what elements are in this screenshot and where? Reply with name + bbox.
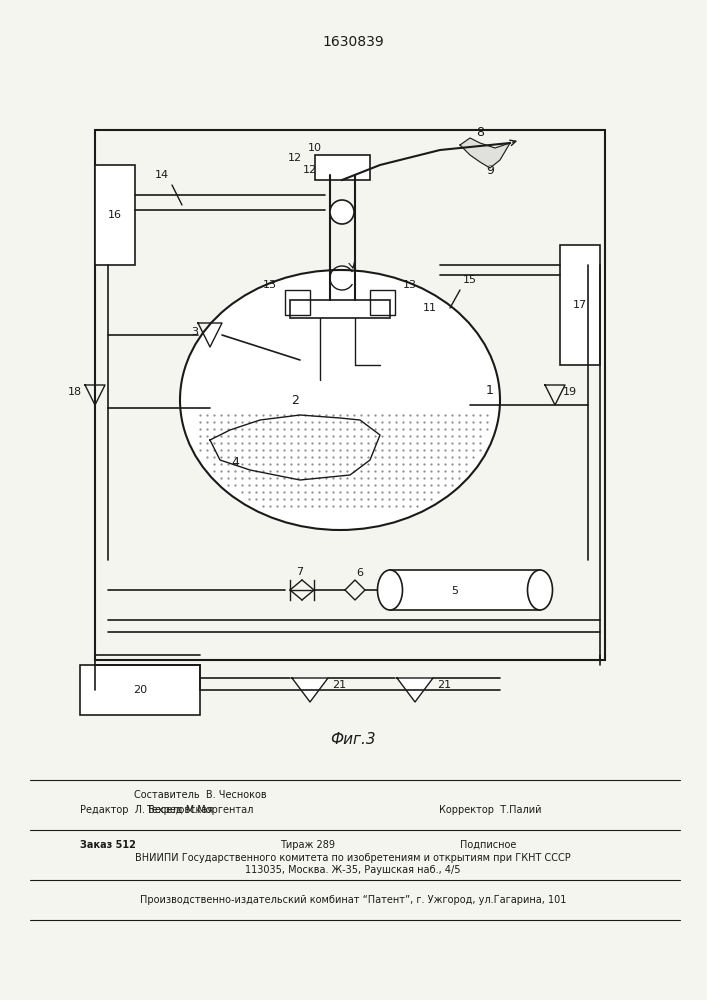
Text: 19: 19 bbox=[563, 387, 577, 397]
Text: 6: 6 bbox=[356, 568, 363, 578]
Text: 17: 17 bbox=[573, 300, 587, 310]
Ellipse shape bbox=[180, 270, 500, 530]
Text: 21: 21 bbox=[437, 680, 451, 690]
Text: 7: 7 bbox=[296, 567, 303, 577]
Polygon shape bbox=[292, 678, 328, 702]
Text: 11: 11 bbox=[423, 303, 437, 313]
Bar bbox=[370, 290, 395, 315]
Bar bbox=[290, 300, 390, 318]
Polygon shape bbox=[397, 678, 433, 702]
Text: Подписное: Подписное bbox=[460, 840, 516, 850]
Text: Техред М.Моргентал: Техред М.Моргентал bbox=[146, 805, 254, 815]
Text: 13: 13 bbox=[263, 280, 277, 290]
Text: 20: 20 bbox=[133, 685, 147, 695]
Text: 13: 13 bbox=[403, 280, 417, 290]
Ellipse shape bbox=[378, 570, 402, 610]
Text: 113035, Москва. Ж-35, Раушская наб., 4/5: 113035, Москва. Ж-35, Раушская наб., 4/5 bbox=[245, 865, 461, 875]
Bar bbox=[390, 570, 540, 610]
Text: ВНИИПИ Государственного комитета по изобретениям и открытиям при ГКНТ СССР: ВНИИПИ Государственного комитета по изоб… bbox=[135, 853, 571, 863]
Text: 18: 18 bbox=[68, 387, 82, 397]
Text: 12: 12 bbox=[288, 153, 302, 163]
Text: 21: 21 bbox=[332, 680, 346, 690]
Bar bbox=[95, 130, 605, 660]
Bar bbox=[315, 155, 370, 180]
Text: 4: 4 bbox=[231, 456, 239, 468]
Text: Производственно-издательский комбинат “Патент”, г. Ужгород, ул.Гагарина, 101: Производственно-издательский комбинат “П… bbox=[140, 895, 566, 905]
Text: Тираж 289: Тираж 289 bbox=[280, 840, 335, 850]
Text: 9: 9 bbox=[486, 163, 494, 176]
Text: Заказ 512: Заказ 512 bbox=[80, 840, 136, 850]
Text: 14: 14 bbox=[155, 170, 169, 180]
Text: 1630839: 1630839 bbox=[322, 35, 384, 49]
Text: 3: 3 bbox=[192, 327, 199, 337]
Text: 16: 16 bbox=[108, 210, 122, 220]
Bar bbox=[95, 165, 135, 265]
Text: 1: 1 bbox=[486, 383, 494, 396]
Ellipse shape bbox=[527, 570, 552, 610]
Bar bbox=[80, 665, 200, 715]
Text: 15: 15 bbox=[463, 275, 477, 285]
Text: 10: 10 bbox=[308, 143, 322, 153]
Bar bbox=[560, 245, 600, 365]
Circle shape bbox=[330, 200, 354, 224]
Text: Корректор  Т.Палий: Корректор Т.Палий bbox=[439, 805, 542, 815]
Bar bbox=[285, 290, 310, 315]
Text: 12: 12 bbox=[303, 165, 317, 175]
Text: Фиг.3: Фиг.3 bbox=[330, 732, 376, 748]
Polygon shape bbox=[460, 138, 510, 168]
Text: 8: 8 bbox=[476, 125, 484, 138]
Text: 5: 5 bbox=[452, 586, 459, 596]
Text: 2: 2 bbox=[291, 393, 299, 406]
Text: Редактор  Л. Веселовская: Редактор Л. Веселовская bbox=[80, 805, 214, 815]
Text: Составитель  В. Чесноков: Составитель В. Чесноков bbox=[134, 790, 267, 800]
